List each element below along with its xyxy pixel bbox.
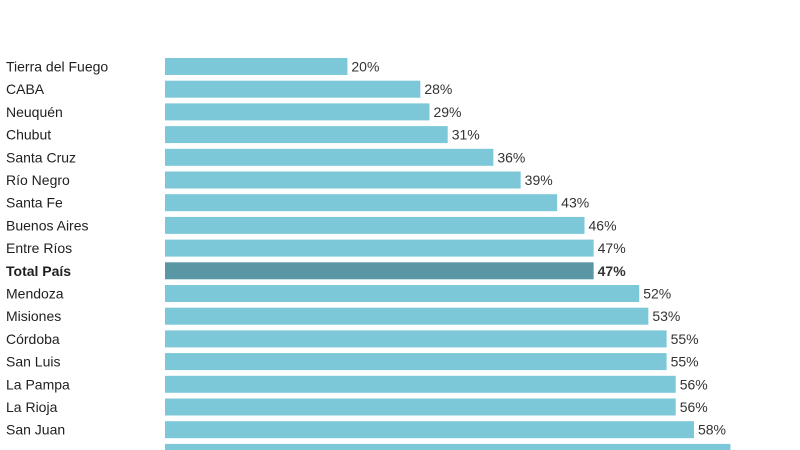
bar-buenos-aires bbox=[165, 216, 585, 234]
value-label-total-pais: 47% bbox=[598, 263, 627, 279]
bar-misiones bbox=[165, 307, 649, 325]
bar-cordoba bbox=[165, 330, 667, 348]
category-label-san-juan: San Juan bbox=[6, 422, 65, 438]
bar-santa-fe bbox=[165, 194, 558, 212]
labels-layer: Tierra del Fuego 20% CABA 28% Neuquén 29% Chub… bbox=[6, 59, 726, 438]
bars-layer bbox=[165, 58, 731, 450]
value-label-santa-cruz: 36% bbox=[497, 149, 525, 165]
bar-tierra-del-fuego bbox=[165, 58, 348, 75]
category-label-total-pais: Total País bbox=[6, 263, 71, 279]
category-label-tierra-del-fuego: Tierra del Fuego bbox=[6, 59, 108, 75]
value-label-misiones: 53% bbox=[652, 308, 680, 324]
value-label-la-pampa: 56% bbox=[680, 376, 708, 392]
bar-partial-next bbox=[165, 443, 731, 450]
bar-santa-cruz bbox=[165, 148, 494, 166]
value-label-mendoza: 52% bbox=[643, 286, 671, 302]
bar-chubut bbox=[165, 126, 448, 144]
value-label-la-rioja: 56% bbox=[680, 399, 708, 415]
category-label-la-rioja: La Rioja bbox=[6, 399, 58, 415]
value-label-santa-fe: 43% bbox=[561, 195, 589, 211]
bar-caba bbox=[165, 80, 421, 98]
value-label-buenos-aires: 46% bbox=[589, 217, 617, 233]
value-label-san-juan: 58% bbox=[698, 422, 726, 438]
bar-total-pais bbox=[165, 262, 594, 280]
value-label-tierra-del-fuego: 20% bbox=[351, 59, 379, 75]
bar-san-luis bbox=[165, 353, 667, 371]
category-label-san-luis: San Luis bbox=[6, 354, 60, 370]
bar-mendoza bbox=[165, 285, 640, 302]
bar-entre-rios bbox=[165, 239, 594, 257]
bar-rio-negro bbox=[165, 171, 521, 189]
bar-la-rioja bbox=[165, 398, 676, 416]
category-label-caba: CABA bbox=[6, 81, 45, 97]
category-label-santa-cruz: Santa Cruz bbox=[6, 149, 76, 165]
value-label-chubut: 31% bbox=[452, 127, 480, 143]
category-label-buenos-aires: Buenos Aires bbox=[6, 217, 89, 233]
value-label-cordoba: 55% bbox=[671, 331, 699, 347]
value-label-caba: 28% bbox=[424, 81, 452, 97]
value-label-entre-rios: 47% bbox=[598, 240, 626, 256]
category-label-entre-rios: Entre Ríos bbox=[6, 240, 72, 256]
category-label-neuquen: Neuquén bbox=[6, 104, 63, 120]
category-label-chubut: Chubut bbox=[6, 127, 51, 143]
bar-la-pampa bbox=[165, 375, 676, 393]
value-label-rio-negro: 39% bbox=[525, 172, 553, 188]
category-label-rio-negro: Río Negro bbox=[6, 172, 70, 188]
category-label-santa-fe: Santa Fe bbox=[6, 195, 63, 211]
category-label-la-pampa: La Pampa bbox=[6, 376, 70, 392]
value-label-neuquen: 29% bbox=[433, 104, 461, 120]
bar-neuquen bbox=[165, 103, 430, 121]
category-label-misiones: Misiones bbox=[6, 308, 61, 324]
value-label-san-luis: 55% bbox=[671, 354, 699, 370]
bar-san-juan bbox=[165, 421, 694, 439]
category-label-cordoba: Córdoba bbox=[6, 331, 60, 347]
category-label-mendoza: Mendoza bbox=[6, 286, 64, 302]
